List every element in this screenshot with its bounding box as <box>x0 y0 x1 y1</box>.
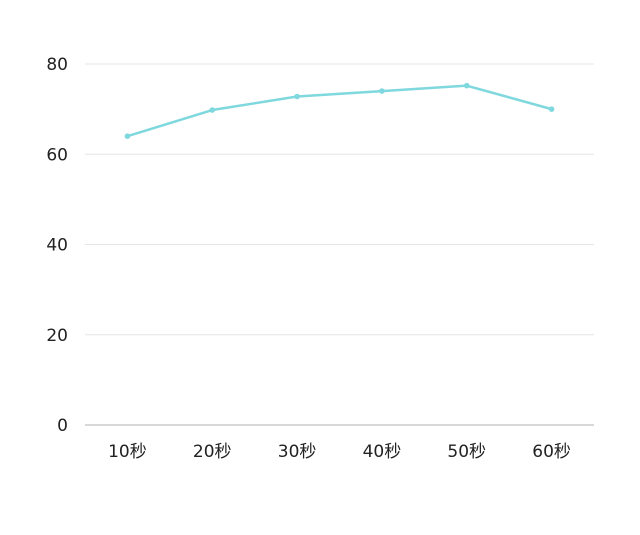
y-axis-ticks: 0 20 40 60 80 <box>46 55 68 436</box>
data-point <box>379 88 385 94</box>
x-tick-label: 40秒 <box>363 442 402 462</box>
series-line <box>126 84 553 138</box>
y-tick-label: 40 <box>46 236 68 256</box>
y-tick-label: 20 <box>46 326 68 346</box>
gridlines <box>85 63 594 426</box>
x-tick-label: 30秒 <box>278 442 317 462</box>
data-point <box>209 107 216 113</box>
y-tick-label: 80 <box>46 55 68 75</box>
x-tick-label: 60秒 <box>532 442 571 462</box>
x-tick-label: 10秒 <box>108 442 147 462</box>
data-point <box>463 82 470 89</box>
x-tick-label: 20秒 <box>193 442 232 462</box>
y-tick-label: 0 <box>57 416 68 436</box>
series-layer <box>124 82 555 139</box>
x-tick-label: 50秒 <box>447 442 486 462</box>
data-point <box>294 93 300 100</box>
y-tick-label: 60 <box>46 145 68 165</box>
data-point <box>124 133 131 139</box>
data-point <box>548 106 555 112</box>
x-axis-ticks: 10秒 20秒 30秒 40秒 50秒 60秒 <box>108 442 571 462</box>
